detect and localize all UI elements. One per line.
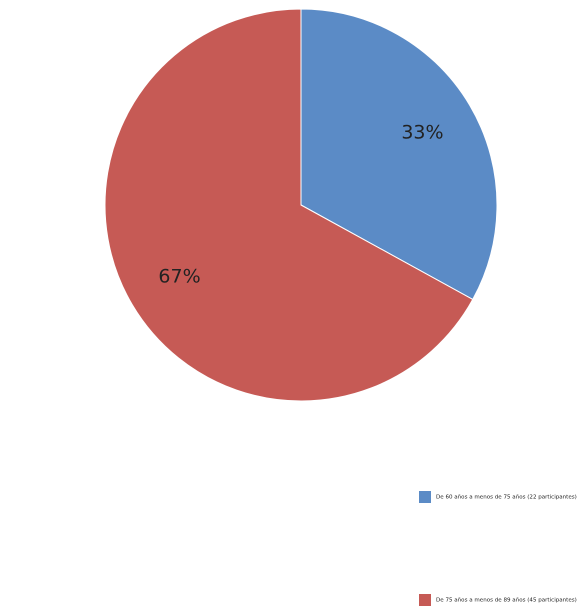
pie-slice <box>300 8 498 301</box>
data-label: 67% <box>158 265 200 287</box>
legend-label: De 75 años a menos de 89 años (45 partic… <box>436 598 577 604</box>
legend-swatch <box>419 491 431 503</box>
legend-label: De 60 años a menos de 75 años (22 partic… <box>436 495 577 501</box>
data-label: 33% <box>401 122 443 144</box>
pie-slice <box>104 8 474 402</box>
legend-swatch <box>419 594 431 606</box>
